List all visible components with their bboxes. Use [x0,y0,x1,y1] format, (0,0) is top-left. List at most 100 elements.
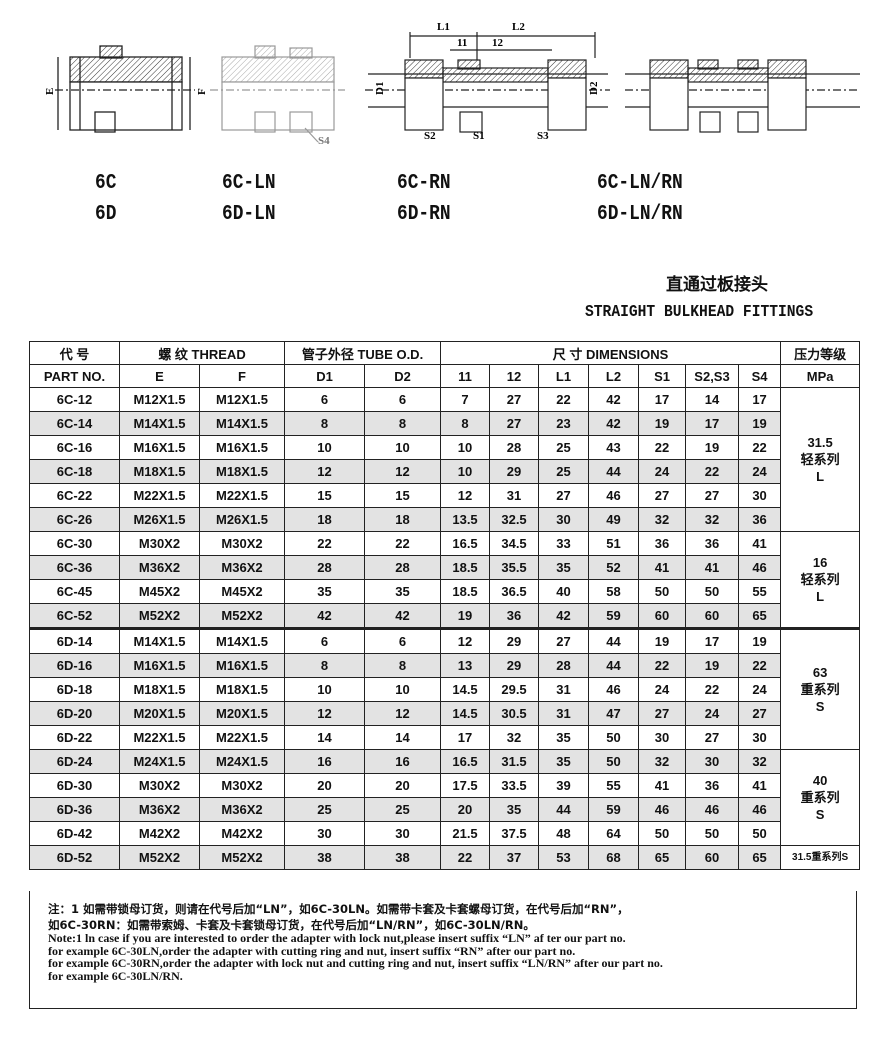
table-cell: 6C-36 [29,555,120,580]
table-cell: 30.5 [489,701,540,726]
table-cell: 38 [364,845,442,870]
table-cell: M52X2 [198,845,286,870]
model-label: 6D-LN/RN [597,203,683,226]
subheader-cell: L1 [538,364,590,388]
table-cell: 8 [284,411,366,436]
table-cell: 47 [588,701,640,726]
table-cell: 25 [364,797,442,822]
table-cell: 44 [588,653,640,678]
table-cell: 28 [364,555,442,580]
table-cell: M18X1.5 [198,677,286,702]
table-cell: 32.5 [489,507,540,532]
note-en-1: Note:1 ln case if you are interested to … [48,931,626,945]
table-cell: 7 [440,387,491,412]
table-cell: 25 [284,797,366,822]
table-cell: 14 [364,725,442,750]
table-row: 6C-52 M52X2 M52X2 42 42 19 36 42 59 60 60 65 [29,603,860,629]
table-cell: M16X1.5 [119,435,200,460]
table-cell: 43 [588,435,640,460]
table-cell: M12X1.5 [119,387,200,412]
table-cell: M18X1.5 [198,459,286,484]
label-f: F [196,88,208,95]
table-cell: 12 [440,627,491,654]
table-cell: 27 [538,483,590,508]
pressure-rating-line: L [816,589,825,604]
table-cell: 22 [738,435,782,460]
table-cell: 15 [284,483,366,508]
pressure-rating-line: 重系列 [800,682,840,697]
table-cell: 6D-18 [29,677,120,702]
pressure-rating-line: 31.5 [807,435,833,450]
table-cell: 17 [738,387,782,412]
table-cell: 32 [738,749,782,774]
table-cell: 20 [284,773,366,798]
subheader-cell: D2 [364,364,442,388]
label-l2-small: 12 [492,37,504,49]
table-cell: 10 [364,677,442,702]
table-cell: 44 [588,459,640,484]
table-cell: 68 [588,845,640,870]
table-cell: 35 [489,797,540,822]
pressure-rating-cell: 40 重系列 S [780,749,861,846]
table-cell: 60 [685,603,740,629]
table-row: 6D-42 M42X2 M42X2 30 30 21.5 37.5 48 64 50 50 50 [29,821,860,846]
table-cell: 6C-30 [29,531,120,556]
table-cell: 6C-16 [29,435,120,460]
table-cell: 53 [538,845,590,870]
table-cell: 24 [738,459,782,484]
table-cell: 16 [284,749,366,774]
table-cell: 46 [738,797,782,822]
table-cell: 6D-14 [29,627,120,654]
table-cell: 31 [538,677,590,702]
table-cell: 10 [440,459,491,484]
table-cell: 42 [284,603,366,629]
table-cell: 19 [638,411,687,436]
table-cell: 32 [489,725,540,750]
table-cell: 6C-18 [29,459,120,484]
table-cell: 13 [440,653,491,678]
subheader-cell: S2,S3 [685,364,740,388]
table-cell: 22 [738,653,782,678]
drawing-6c-ln [210,45,345,143]
notes: 注：1 如需带锁母订货，则请在代号后加“LN”，如6C-30LN。如需带卡套及卡… [29,891,857,1009]
table-cell: 15 [364,483,442,508]
table-cell: M14X1.5 [198,627,286,654]
table-cell: M24X1.5 [119,749,200,774]
table-cell: M45X2 [119,579,200,604]
fitting-drawings: E F S4 L1 L2 11 12 D1 D2 S2 S1 S3 [44,21,860,147]
drawing-6c-ln-rn [625,59,860,133]
pressure-rating-cell: 63 重系列 S [780,627,861,750]
table-cell: 22 [364,531,442,556]
table-row: 6D-14 M14X1.5 M14X1.5 6 6 12 29 27 44 19 17 19 63 重系列… [29,627,861,750]
table-cell: 6D-36 [29,797,120,822]
title-cn: 直通过板接头 [666,275,768,295]
table-cell: M18X1.5 [119,677,200,702]
table-cell: 27 [538,627,590,654]
table-cell: 19 [685,653,740,678]
pressure-rating-line: S [815,807,825,822]
table-cell: 42 [588,387,640,412]
table-cell: 65 [738,845,782,870]
table-cell: M22X1.5 [119,725,200,750]
table-cell: 14 [284,725,366,750]
table-cell: 22 [685,459,740,484]
table-cell: M42X2 [198,821,286,846]
table-cell: 39 [538,773,590,798]
header-tube-od: 管子外径 TUBE O.D. [284,341,442,365]
label-l1-small: 11 [457,37,467,49]
table-cell: 6C-52 [29,603,120,629]
table-cell: 14.5 [440,701,491,726]
table-cell: 34.5 [489,531,540,556]
table-cell: M16X1.5 [119,653,200,678]
table-cell: 6C-12 [29,387,120,412]
table-cell: M16X1.5 [198,653,286,678]
table-cell: 41 [738,531,782,556]
table-cell: 22 [685,677,740,702]
table-cell: M22X1.5 [198,483,286,508]
note-en-3: for example 6C-30RN,order the adapter wi… [48,956,663,970]
table-cell: 35 [284,579,366,604]
table-cell: 17 [440,725,491,750]
table-cell: 36.5 [489,579,540,604]
table-cell: 17.5 [440,773,491,798]
pressure-rating-line: 轻系列 [800,572,840,587]
